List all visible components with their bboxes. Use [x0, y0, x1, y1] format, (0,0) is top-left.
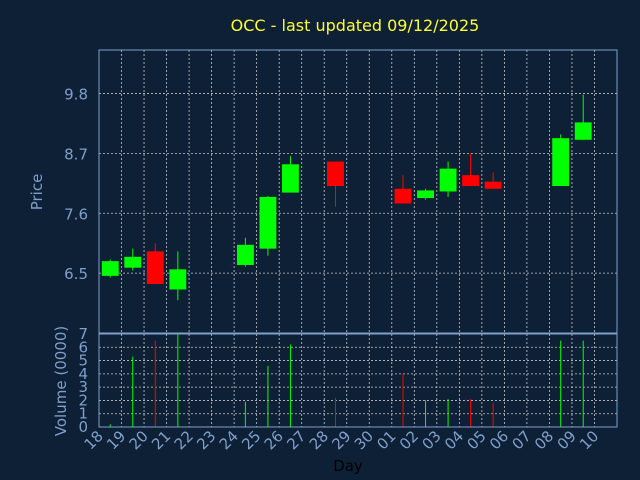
x-axis-ticks: 1819202122232425262728293001020304050607…	[81, 427, 603, 453]
candle-body	[169, 269, 187, 290]
candle	[439, 161, 457, 197]
candle	[462, 153, 480, 187]
volume-tick-label: 3	[78, 378, 88, 396]
volume-tick-label: 6	[78, 338, 88, 356]
chart-title: OCC - last updated 09/12/2025	[231, 16, 480, 35]
candle-body	[236, 244, 254, 265]
candle-body	[574, 122, 592, 140]
candle	[169, 251, 187, 301]
price-y-axis-label: Price	[28, 174, 46, 211]
candle-body	[484, 181, 502, 189]
candle-body	[462, 175, 480, 187]
volume-tick-label: 4	[78, 365, 88, 383]
candle	[146, 243, 164, 285]
candle-body	[417, 190, 435, 199]
volume-tick-label: 0	[78, 418, 88, 436]
volume-tick-label: 2	[78, 391, 88, 409]
price-tick-label: 7.6	[64, 205, 88, 223]
volume-tick-label: 5	[78, 352, 88, 370]
volume-y-axis-label: Volume (0000)	[52, 326, 70, 436]
candle	[327, 161, 344, 207]
candle	[552, 134, 570, 187]
price-tick-label: 8.7	[64, 145, 88, 163]
candle	[484, 172, 502, 189]
candle-body	[327, 161, 344, 187]
price-tick-label: 9.8	[64, 86, 88, 104]
price-plot-frame	[98, 49, 618, 334]
price-gridlines	[98, 50, 617, 333]
candle-body	[394, 188, 412, 204]
candle	[417, 188, 435, 200]
x-tick-label: 10	[576, 427, 602, 453]
candle-body	[124, 256, 142, 268]
candle-body	[101, 261, 119, 276]
candle	[259, 195, 277, 256]
volume-bars	[109, 334, 584, 427]
x-axis-label: Day	[333, 457, 363, 475]
candle-body	[439, 168, 457, 192]
price-y-ticks: 6.5 7.6 8.7 9.8	[64, 86, 88, 284]
candle-body	[259, 196, 277, 249]
candle	[281, 156, 299, 193]
candle	[124, 248, 142, 271]
volume-tick-label: 1	[78, 405, 88, 423]
candle	[574, 94, 592, 140]
candle	[101, 259, 119, 278]
candlesticks	[101, 94, 592, 301]
candle	[236, 237, 254, 267]
candle-body	[146, 251, 164, 285]
volume-tick-label: 7	[78, 325, 88, 343]
price-tick-label: 6.5	[64, 265, 88, 283]
volume-plot-frame	[98, 333, 618, 428]
candle-body	[552, 138, 570, 187]
candle-body	[281, 164, 299, 193]
candle	[394, 175, 412, 204]
volume-gridlines	[98, 333, 617, 428]
